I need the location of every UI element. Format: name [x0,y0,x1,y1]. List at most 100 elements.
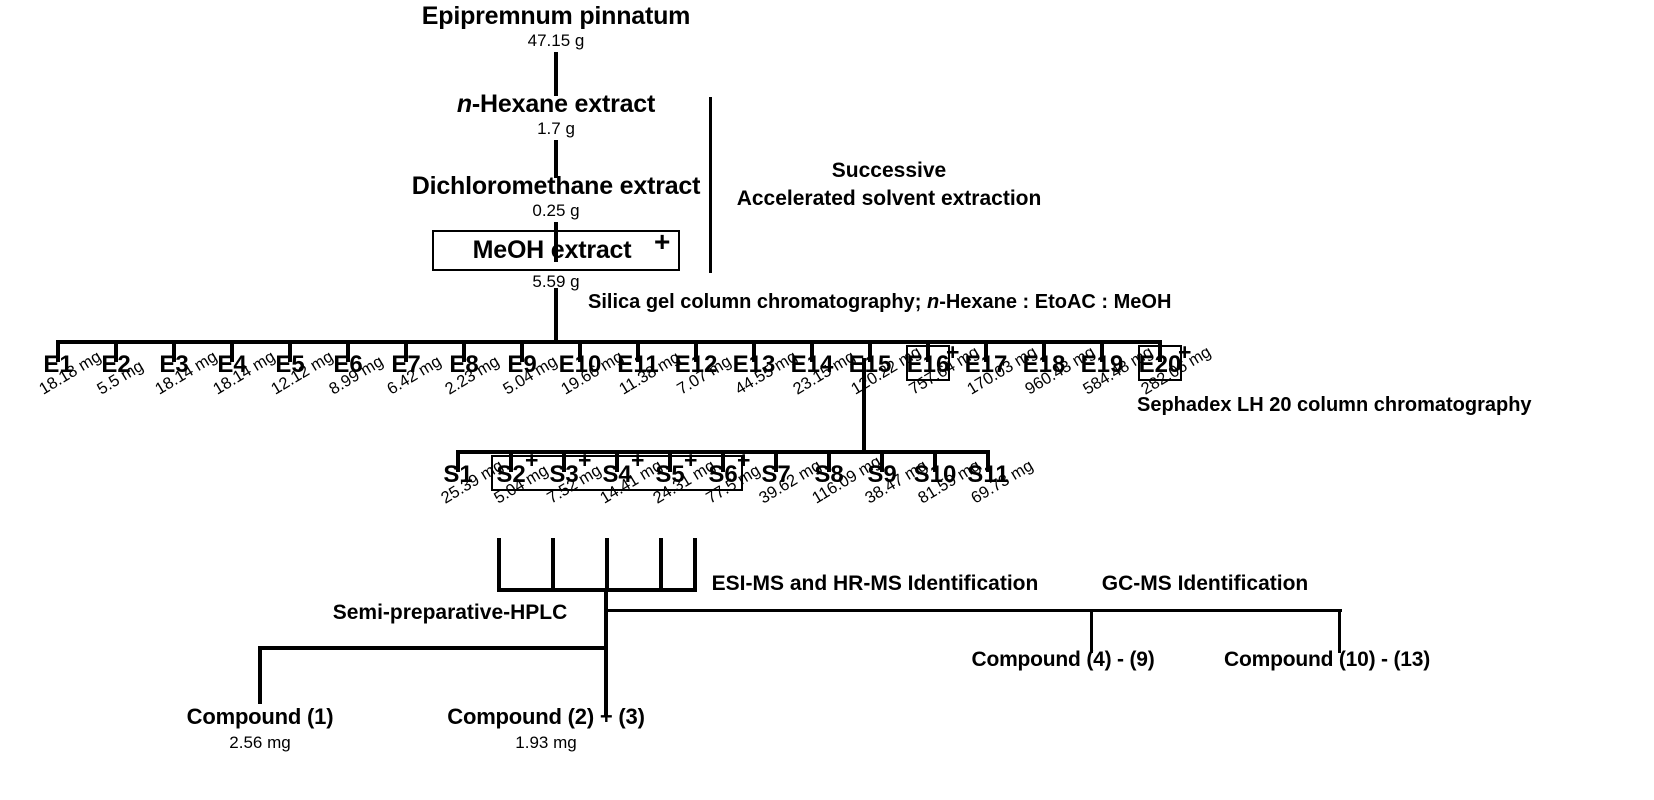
e-fraction-label-e19: E19 [1080,351,1124,378]
s-fraction-label-s6: S6 [708,461,738,488]
s-fraction-label-s11: S11 [967,461,1009,488]
connector-to-compound-4-9 [1090,611,1093,653]
annotation-successive-line1: Successive [831,159,947,182]
s-fraction-label-s4: S4 [602,461,632,488]
e-fraction-tick-e15 [868,340,872,362]
source-plant-name: Epipremnum pinnatum [421,2,691,30]
s-fraction-tick-s6 [721,450,725,472]
e-fraction-label-e1: E1 [43,351,73,378]
e-fraction-tick-e9 [520,340,524,362]
ms-branch-line [606,609,1342,612]
connector-to-compound-1 [258,646,262,704]
hplc-bracket-bottom [497,588,697,592]
e-fraction-label-e9: E9 [507,351,537,378]
source-plant-mass: 47.15 g [527,31,585,50]
s-fraction-plus-s5: + [684,447,698,473]
compound-1-mass: 1.93 mg [515,733,577,752]
s-fraction-tick-s8 [827,450,831,472]
hplc-bracket-riser-s3 [551,538,555,590]
s-fraction-label-s5: S5 [655,461,685,488]
extract-2-mass: 5.59 g [532,272,580,291]
annotation-silica-gel: Silica gel column chromatography; n-Hexa… [588,291,1171,314]
s-fraction-tick-s4 [615,450,619,472]
e-fraction-tick-e14 [810,340,814,362]
e-fraction-tick-e17 [984,340,988,362]
e-fraction-label-e2: E2 [101,351,131,378]
extract-1-mass: 0.25 g [532,201,580,220]
hplc-bracket-riser-s4 [605,538,609,590]
extract-2-plus-marker: + [654,226,671,257]
connector-e16-to-s-bus [862,358,866,452]
s-fraction-label-s3: S3 [549,461,579,488]
e-fraction-label-e7: E7 [391,351,421,378]
compound-2-label: Compound (4) - (9) [971,648,1155,671]
s-fraction-tick-s7 [774,450,778,472]
annotation-esi-hr-ms: ESI-MS and HR-MS Identification [711,572,1039,595]
annotation-gc-ms: GC-MS Identification [1101,572,1309,595]
connector-dcm-to-meoh [554,222,558,262]
extract-2-name: MeOH extract [472,236,632,264]
e-fraction-tick-e6 [346,340,350,362]
e-fraction-tick-e3 [172,340,176,362]
s-fraction-label-s8: S8 [814,461,844,488]
e-fraction-tick-e10 [578,340,582,362]
connector-meoh-to-e-bus [554,288,558,343]
e-fraction-label-e12: E12 [674,351,718,378]
hplc-bracket-riser-s5 [659,538,663,590]
extract-0-italic-prefix: n [456,90,472,118]
annotation-sephadex: Sephadex LH 20 column chromatography [1137,394,1532,416]
s-fraction-tick-s3 [562,450,566,472]
compound-0-label: Compound (1) [186,704,334,729]
e-fraction-tick-e2 [114,340,118,362]
e-fraction-bus-line [56,340,1158,344]
e-fraction-label-e4: E4 [217,351,247,378]
e-fraction-tick-e4 [230,340,234,362]
e-fraction-tick-e19 [1100,340,1104,362]
s-fraction-tick-s2 [509,450,513,472]
e-fraction-label-e10: E10 [558,351,602,378]
connector-hexane-to-dcm [554,140,558,178]
e-fraction-tick-e16 [926,340,930,362]
extract-0-mass: 1.7 g [537,119,575,138]
e-fraction-label-e3: E3 [159,351,189,378]
annotation-semi-prep-hplc: Semi-preparative-HPLC [332,601,568,624]
s-fraction-box-s2-to-s6 [491,455,743,491]
e-fraction-label-e20: E20 [1138,351,1182,378]
extract-0-name-rest: -Hexane extract [471,90,656,118]
e-fraction-label-e16: E16 [906,351,950,378]
e-fraction-box-e16 [906,345,950,381]
hplc-split-line [258,646,606,650]
e-fraction-label-e18: E18 [1022,351,1066,378]
s-fraction-label-s7: S7 [761,461,791,488]
s-fraction-tick-s5 [668,450,672,472]
e-fraction-tick-e1 [56,340,60,362]
e-fraction-label-e11: E11 [617,351,659,378]
hplc-bracket-riser-s2 [497,538,501,590]
s-fraction-plus-s2: + [525,447,539,473]
e-fraction-label-e13: E13 [732,351,776,378]
e-fraction-tick-e11 [636,340,640,362]
s-fraction-tick-s10 [933,450,937,472]
e-fraction-label-e17: E17 [964,351,1008,378]
s-fraction-label-s2: S2 [496,461,526,488]
e-fraction-label-e6: E6 [333,351,363,378]
e-fraction-tick-e18 [1042,340,1046,362]
connector-source-to-hexane [554,52,558,96]
s-fraction-plus-s6: + [737,447,751,473]
annotation-silica-prefix: Silica gel column chromatography; [588,291,927,313]
s-fraction-label-s9: S9 [867,461,897,488]
e-fraction-tick-e8 [462,340,466,362]
e-fraction-label-e14: E14 [790,351,834,378]
annotation-successive-line2: Accelerated solvent extraction [736,187,1042,210]
s-fraction-plus-s3: + [578,447,592,473]
compound-3-label: Compound (10) - (13) [1224,648,1430,671]
s-fraction-plus-s4: + [631,447,645,473]
e-fraction-label-e8: E8 [449,351,479,378]
e-fraction-tick-e13 [752,340,756,362]
s-fraction-label-s1: S1 [443,461,473,488]
compound-0-mass: 2.56 mg [229,733,291,752]
s-fraction-tick-s1 [456,450,460,472]
e-fraction-label-e5: E5 [275,351,305,378]
s-fraction-label-s10: S10 [913,461,957,488]
